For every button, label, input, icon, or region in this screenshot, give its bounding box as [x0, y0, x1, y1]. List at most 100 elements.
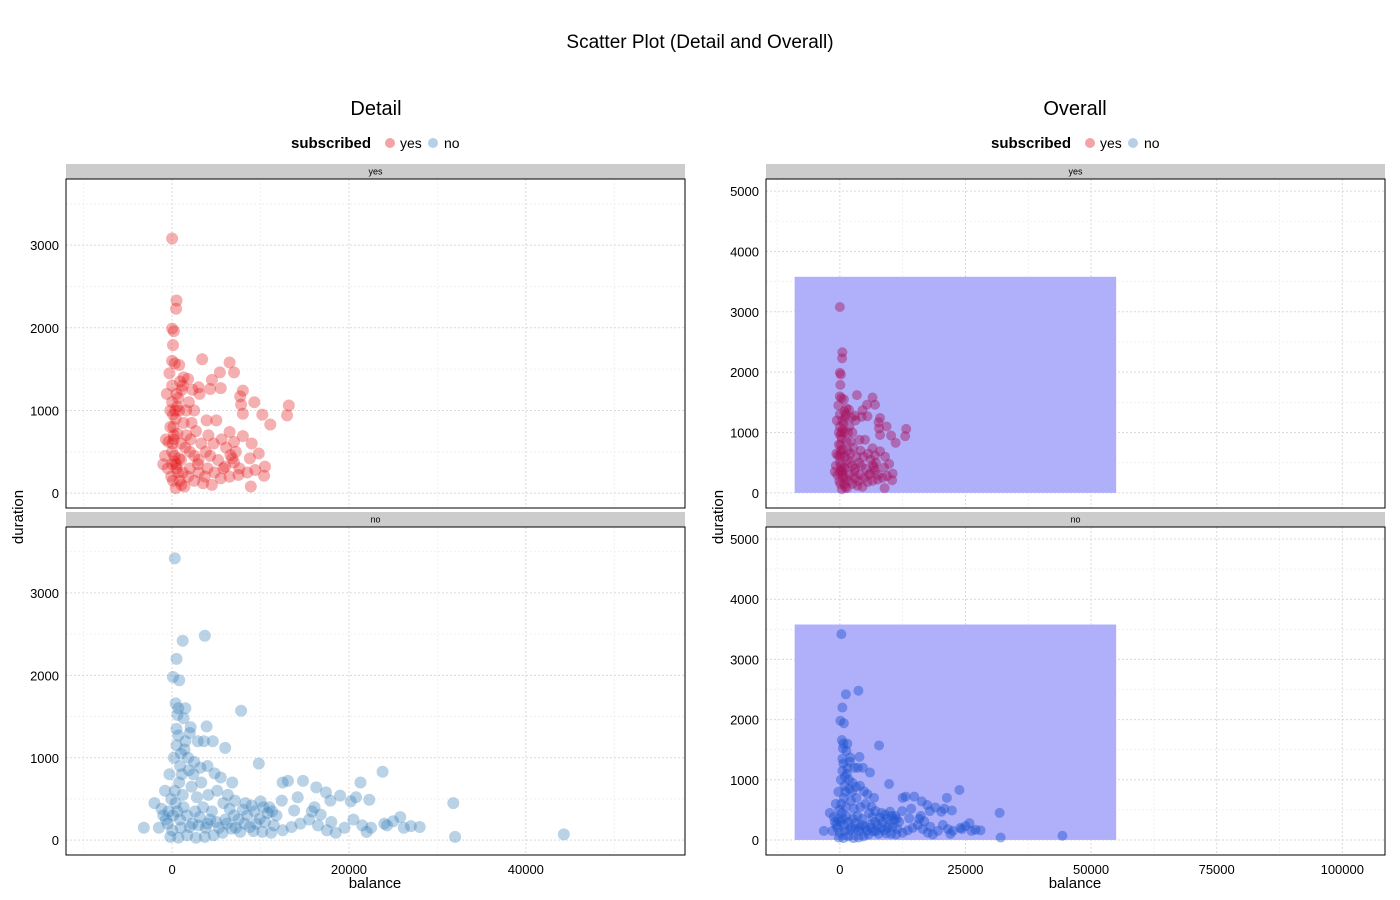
overall-no-facet-point: [835, 715, 846, 726]
overall-no-facet-point: [854, 751, 865, 762]
overall-yes-facet-point: [838, 418, 849, 429]
overall-no-facet-point: [836, 735, 847, 746]
overall-yes-facet-point: [830, 460, 841, 471]
overall-no-facet-point: [946, 805, 957, 816]
overall-no-facet-point: [906, 803, 917, 814]
detail-yes-facet-y-tick-label: 3000: [30, 238, 59, 253]
detail-no-facet-point: [189, 805, 202, 818]
overall-yes-facet-point: [900, 431, 911, 442]
detail-no-facet-point: [312, 819, 325, 832]
overall-yes-facet-point: [839, 406, 850, 417]
overall-legend-no-label: no: [1144, 135, 1160, 151]
overall-no-facet-point: [838, 738, 849, 749]
overall-yes-facet-point: [833, 400, 844, 411]
detail-no-facet-point: [169, 697, 182, 710]
detail-no-facet-point: [159, 784, 172, 797]
overall-no-facet-point: [833, 832, 844, 843]
detail-legend-yes-label: yes: [400, 135, 422, 151]
overall-yes-facet-point: [849, 466, 860, 477]
overall-yes-facet-point: [887, 475, 898, 486]
overall-no-facet-point: [863, 807, 874, 818]
overall-no-facet-panel-border: [765, 526, 1386, 856]
detail-yes-facet-strip-label: yes: [368, 167, 383, 177]
overall-yes-facet-point: [840, 472, 851, 483]
detail-no-facet-y-tick-label: 1000: [30, 751, 59, 766]
overall-no-facet-point: [852, 810, 863, 821]
detail-no-facet-point: [404, 820, 417, 833]
detail-no-facet-point: [344, 795, 357, 808]
detail-yes-facet-point: [184, 433, 197, 446]
overall-no-facet-point: [937, 819, 948, 830]
overall-yes-facet-point: [838, 427, 849, 438]
overall-no-facet-point: [885, 806, 896, 817]
overall-no-facet-point: [827, 825, 838, 836]
detail-yes-facet-point: [160, 387, 173, 400]
overall-yes-facet-point: [867, 443, 878, 454]
detail-yes-facet-point: [170, 458, 183, 471]
detail-yes-facet-point: [233, 462, 246, 475]
overall-yes-facet-point: [834, 466, 845, 477]
detail-no-facet-point: [187, 768, 200, 781]
overall-no-facet-point: [844, 783, 855, 794]
overall-no-facet-point: [838, 758, 849, 769]
overall-no-facet-point: [939, 803, 950, 814]
overall-yes-facet-point: [872, 474, 883, 485]
detail-no-facet-point: [310, 781, 323, 794]
detail-no-facet-point: [205, 805, 218, 818]
overall-no-facet-point: [882, 822, 893, 833]
overall-yes-facet-point: [843, 404, 854, 415]
detail-yes-facet-plot-content: [66, 179, 685, 508]
overall-no-facet-point: [837, 813, 848, 824]
overall-no-facet-point: [880, 809, 891, 820]
overall-no-facet-point: [886, 828, 897, 839]
detail-yes-facet-point: [232, 468, 245, 481]
detail-no-facet-point: [183, 820, 196, 833]
detail-legend-title: subscribed: [291, 135, 371, 152]
overall-no-facet-point: [894, 816, 905, 827]
detail-no-facet-point: [173, 776, 186, 789]
detail-yes-facet-point: [207, 437, 220, 450]
detail-no-facet-point: [152, 821, 165, 834]
detail-no-facet-y-tick-label: 0: [52, 833, 59, 848]
overall-yes-facet-point: [867, 392, 878, 403]
overall-yes-facet-point: [871, 457, 882, 468]
detail-no-facet-point: [207, 829, 220, 842]
overall-yes-facet-point: [840, 481, 851, 492]
overall-no-facet-point: [887, 821, 898, 832]
detail-no-facet-point: [557, 828, 570, 841]
detail-yes-facet-point: [168, 449, 181, 462]
overall-yes-facet-point: [877, 472, 888, 483]
detail-yes-facet-point: [200, 414, 213, 427]
detail-yes-facet-point: [193, 387, 206, 400]
detail-yes-facet-point: [214, 472, 227, 485]
detail-yes-facet-point: [208, 466, 221, 479]
overall-no-facet-point: [860, 798, 871, 809]
overall-yes-facet-strip: [766, 164, 1385, 179]
detail-no-facet-point: [221, 788, 234, 801]
overall-no-facet-point: [840, 801, 851, 812]
detail-no-facet-point: [174, 759, 187, 772]
detail-yes-facet-point: [167, 325, 180, 338]
overall-yes-facet-point: [855, 445, 866, 456]
overall-yes-facet-point: [847, 460, 858, 471]
detail-no-facet-point: [157, 809, 170, 822]
overall-yes-facet-point: [839, 451, 850, 462]
overall-no-facet-point: [966, 825, 977, 836]
overall-no-facet-detail-region: [794, 624, 1117, 840]
detail-yes-facet-point: [176, 379, 189, 392]
detail-yes-facet-point: [174, 454, 187, 467]
detail-no-facet-point: [181, 829, 194, 842]
detail-no-facet-point: [232, 813, 245, 826]
detail-yes-facet-point: [168, 357, 181, 370]
overall-no-facet-point: [945, 828, 956, 839]
overall-yes-facet-point: [841, 403, 852, 414]
detail-no-facet-x-tick-label: 40000: [508, 862, 544, 877]
detail-yes-facet-point: [170, 387, 183, 400]
detail-yes-facet-point: [173, 358, 186, 371]
detail-no-facet-point: [177, 712, 190, 725]
overall-yes-facet-y-tick-label: 2000: [730, 365, 759, 380]
detail-no-facet-point: [296, 774, 309, 787]
detail-no-facet-point: [174, 821, 187, 834]
detail-no-facet-point: [202, 788, 215, 801]
detail-no-facet-point: [223, 802, 236, 815]
